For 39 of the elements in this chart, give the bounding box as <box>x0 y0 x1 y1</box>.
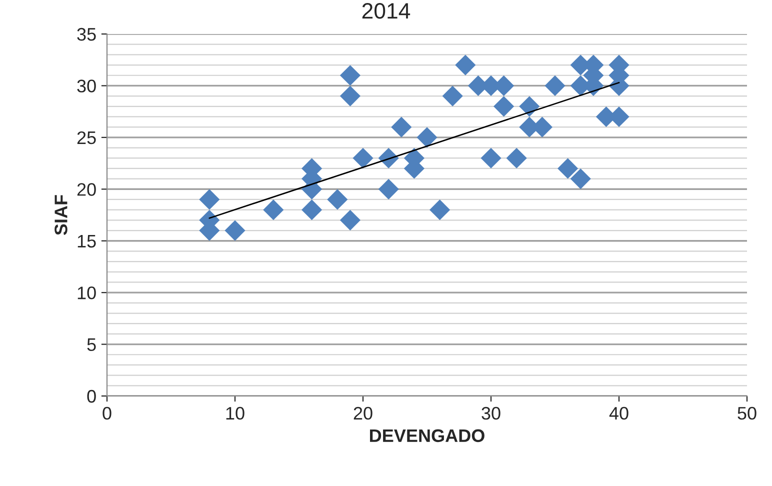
point <box>340 210 360 230</box>
point <box>224 220 246 241</box>
point <box>263 200 284 220</box>
point <box>199 189 220 210</box>
y-tick-label: 10 <box>78 286 96 300</box>
point <box>519 96 540 117</box>
point <box>327 189 348 210</box>
point <box>430 200 450 220</box>
point <box>340 86 360 106</box>
x-tick-label: 40 <box>609 406 628 420</box>
point <box>480 148 502 168</box>
point <box>570 168 591 190</box>
point <box>302 200 322 220</box>
x-tick-label: 10 <box>226 406 244 420</box>
y-tick-label: 15 <box>78 234 96 248</box>
y-tick-label: 30 <box>77 80 96 92</box>
y-tick-label: 20 <box>77 183 96 196</box>
y-tick-label: 0 <box>87 390 96 403</box>
x-tick-label: 30 <box>482 406 500 420</box>
y-tick-label: 25 <box>77 131 96 144</box>
point <box>455 54 476 76</box>
point <box>340 65 360 86</box>
x-tick-label: 20 <box>354 406 372 420</box>
point <box>416 127 438 148</box>
point <box>506 148 527 168</box>
x-axis-title: DEVENGADO <box>370 429 484 442</box>
point <box>391 116 412 138</box>
point <box>558 158 578 179</box>
point <box>352 148 374 168</box>
y-tick-label: 35 <box>77 28 96 41</box>
y-tick-label: 5 <box>87 338 96 352</box>
point <box>442 86 463 106</box>
x-tick-label: 50 <box>738 406 756 420</box>
point <box>378 178 399 200</box>
point <box>494 96 514 117</box>
chart-title: 2014 <box>362 3 410 19</box>
point <box>544 75 566 96</box>
x-tick-label: 0 <box>102 406 112 420</box>
y-axis-title: SIAF <box>54 195 68 236</box>
